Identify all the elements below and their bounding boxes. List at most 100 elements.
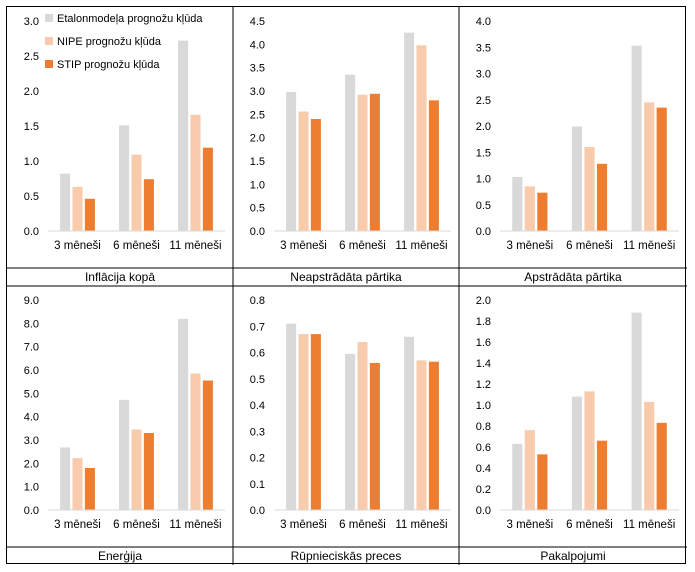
- panel-title: Inflācija kopā: [85, 270, 155, 284]
- y-tick-label: 6.0: [24, 365, 39, 377]
- x-category-label: 6 mēneši: [339, 519, 386, 531]
- bar: [404, 336, 415, 510]
- y-tick-label: 2.0: [24, 458, 39, 470]
- y-tick-label: 0.2: [476, 484, 491, 496]
- x-category-label: 11 mēneši: [169, 519, 221, 531]
- y-tick-label: 0.0: [24, 226, 39, 238]
- bar: [404, 32, 415, 232]
- bar: [584, 147, 595, 231]
- x-category-label: 6 mēneši: [339, 240, 386, 252]
- y-tick-label: 2.0: [24, 86, 39, 98]
- x-category-label: 3 mēneši: [54, 240, 101, 252]
- y-tick-label: 0.3: [250, 426, 265, 438]
- bar: [571, 396, 583, 510]
- bar: [656, 107, 667, 231]
- bar: [190, 373, 201, 510]
- y-tick-label: 3.5: [250, 63, 265, 75]
- y-tick-label: 0.0: [250, 505, 265, 517]
- bar: [416, 360, 427, 510]
- bar: [60, 447, 71, 510]
- bar: [143, 433, 154, 510]
- y-tick-label: 4.5: [250, 16, 265, 28]
- x-category-label: 11 mēneši: [395, 240, 447, 252]
- bar: [512, 176, 523, 231]
- y-tick-label: 0.0: [476, 505, 491, 517]
- bar: [537, 454, 548, 510]
- x-category-label: 6 mēneši: [566, 240, 613, 252]
- y-tick-label: 0.8: [250, 295, 265, 307]
- bar: [178, 40, 189, 231]
- chart-grid: 0.0 0.5 1.0 1.5 2.0 2.5 3.0 3 mēneši 6 mēneši 11 …: [6, 6, 687, 565]
- bar: [131, 154, 142, 231]
- y-tick-label: 2.5: [476, 95, 491, 107]
- bar: [298, 111, 309, 231]
- bar: [428, 361, 439, 510]
- y-tick-label: 1.5: [476, 147, 491, 159]
- panel-title: Enerģija: [98, 549, 142, 563]
- bar: [131, 429, 142, 510]
- y-tick-label: 3.0: [250, 86, 265, 98]
- bar: [60, 173, 71, 231]
- bar: [357, 342, 368, 510]
- x-category-label: 11 mēneši: [623, 519, 675, 531]
- bar: [631, 45, 642, 231]
- bar: [190, 114, 201, 231]
- chart-panel: 0.0 0.5 1.0 1.5 2.0 2.5 3.0 3.5 4.0 4.5 3 mēneši 6 …: [250, 16, 451, 284]
- y-tick-label: 3.0: [476, 69, 491, 81]
- legend-label: STIP prognožu kļūda: [57, 59, 160, 71]
- y-tick-label: 1.4: [476, 358, 491, 370]
- y-tick-label: 0.6: [250, 348, 265, 360]
- bar: [596, 163, 608, 231]
- y-tick-label: 0.1: [250, 479, 265, 491]
- y-tick-label: 1.0: [476, 400, 491, 412]
- y-tick-label: 0.0: [250, 226, 265, 238]
- y-tick-label: 1.8: [476, 316, 491, 328]
- legend-swatch: [45, 37, 53, 45]
- legend-label: NIPE prognožu kļūda: [57, 36, 162, 48]
- bar: [584, 391, 595, 510]
- bar: [345, 74, 356, 232]
- y-tick-label: 3.0: [24, 16, 39, 28]
- bar: [286, 323, 297, 510]
- bar: [596, 440, 608, 510]
- bar: [143, 179, 154, 231]
- x-category-label: 6 mēneši: [113, 240, 160, 252]
- x-category-label: 3 mēneši: [54, 519, 101, 531]
- y-tick-label: 0.0: [476, 226, 491, 238]
- bar: [310, 119, 321, 231]
- x-category-label: 3 mēneši: [506, 240, 553, 252]
- panel-title: Neapstrādāta pārtika: [290, 270, 402, 284]
- bar: [345, 353, 356, 510]
- y-tick-label: 5.0: [24, 388, 39, 400]
- y-tick-label: 0.0: [24, 505, 39, 517]
- y-tick-label: 4.0: [24, 412, 39, 424]
- bar: [537, 192, 548, 231]
- bar: [286, 91, 297, 231]
- chart-panel: 0.0 0.5 1.0 1.5 2.0 2.5 3.0 3.5 4.0 3 mēneši 6 mēn…: [476, 16, 679, 284]
- chart-panel: 0.0 0.1 0.2 0.3 0.4 0.5 0.6 0.7 0.8 3 mēneši 6 mēn…: [250, 295, 451, 563]
- bar: [310, 334, 321, 510]
- legend-swatch: [45, 60, 53, 68]
- y-tick-label: 0.5: [24, 191, 39, 203]
- y-tick-label: 2.0: [476, 121, 491, 133]
- legend-label: Etalonmodeļa prognožu kļūda: [57, 13, 203, 25]
- bar: [72, 458, 83, 510]
- bar: [298, 334, 309, 510]
- y-tick-label: 2.5: [250, 109, 265, 121]
- bar: [84, 198, 95, 231]
- y-tick-label: 0.5: [476, 200, 491, 212]
- y-tick-label: 3.5: [476, 42, 491, 54]
- y-tick-label: 3.0: [24, 435, 39, 447]
- bar: [369, 93, 380, 231]
- y-tick-label: 0.6: [476, 442, 491, 454]
- y-tick-label: 0.2: [250, 453, 265, 465]
- y-tick-label: 0.4: [250, 400, 265, 412]
- y-tick-label: 7.0: [24, 342, 39, 354]
- bar: [416, 45, 427, 232]
- y-tick-label: 2.0: [476, 295, 491, 307]
- bar: [202, 147, 213, 231]
- bar: [369, 363, 380, 510]
- charts-svg: 0.0 0.5 1.0 1.5 2.0 2.5 3.0 3 mēneši 6 mēneši 11 …: [7, 7, 687, 565]
- bar: [202, 380, 213, 510]
- panel-title: Pakalpojumi: [540, 549, 605, 563]
